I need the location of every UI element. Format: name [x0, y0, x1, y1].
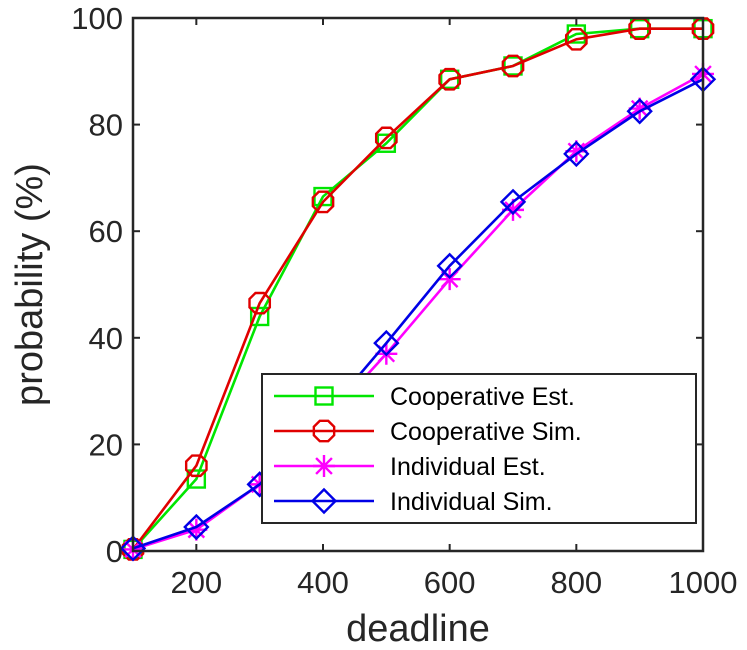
series-2 [121, 17, 715, 561]
data-point [438, 67, 462, 91]
data-point [438, 268, 461, 291]
legend-marker [310, 487, 338, 515]
axes-box [131, 16, 705, 553]
data-point [183, 513, 210, 541]
data-point [248, 291, 272, 315]
data-point [119, 535, 147, 562]
data-point [311, 190, 335, 214]
data-point [439, 69, 460, 89]
series-line [132, 78, 704, 550]
legend-label: Individual Sim. [390, 488, 553, 516]
y-tick-label: 100 [71, 1, 123, 36]
x-tick-label: 1000 [669, 565, 738, 600]
y-tick-label: 40 [89, 321, 123, 356]
y-axis-label: probability (%) [9, 163, 51, 406]
data-point [565, 140, 588, 163]
legend-label: Cooperative Est. [390, 383, 575, 411]
data-point [626, 98, 653, 125]
y-tick-label: 20 [89, 427, 123, 462]
x-tick-label: 800 [550, 565, 602, 600]
x-tick-label: 200 [170, 565, 222, 600]
x-tick-label: 600 [424, 565, 476, 600]
legend-item: Individual Sim. [274, 487, 553, 516]
data-point [184, 454, 208, 478]
x-tick-label: 400 [297, 565, 349, 600]
legend-item: Cooperative Sim. [274, 418, 582, 446]
data-point [374, 126, 398, 150]
data-point [691, 17, 715, 41]
data-point [499, 188, 527, 216]
data-point [436, 252, 463, 280]
data-point [502, 198, 524, 221]
data-point [373, 329, 400, 357]
y-tick-label: 0 [106, 534, 123, 569]
data-point [501, 54, 525, 78]
data-point [564, 27, 588, 51]
legend: Cooperative Est. Cooperative Sim. Individu… [261, 373, 697, 524]
series-4 [119, 66, 717, 562]
legend-item: Individual Est. [274, 453, 546, 481]
y-tick-label: 80 [89, 108, 123, 143]
legend-marker [312, 419, 336, 443]
data-point [628, 97, 651, 120]
data-point [249, 306, 270, 327]
legend-marker [313, 455, 335, 477]
series-line [132, 27, 703, 551]
legend-marker [314, 386, 334, 406]
data-point [185, 518, 208, 541]
legend-label: Individual Est. [390, 453, 546, 481]
axes: 200 400 600 800 1000 0 20 40 60 80 100 [71, 1, 737, 600]
y-tick-label: 60 [89, 214, 123, 249]
data-point [503, 56, 523, 76]
legend-item: Cooperative Est. [274, 383, 575, 411]
x-axis-label: deadline [346, 608, 490, 650]
series-line [131, 27, 703, 551]
data-point [628, 17, 652, 41]
data-point [563, 140, 590, 168]
legend-label: Cooperative Sim. [390, 418, 582, 446]
